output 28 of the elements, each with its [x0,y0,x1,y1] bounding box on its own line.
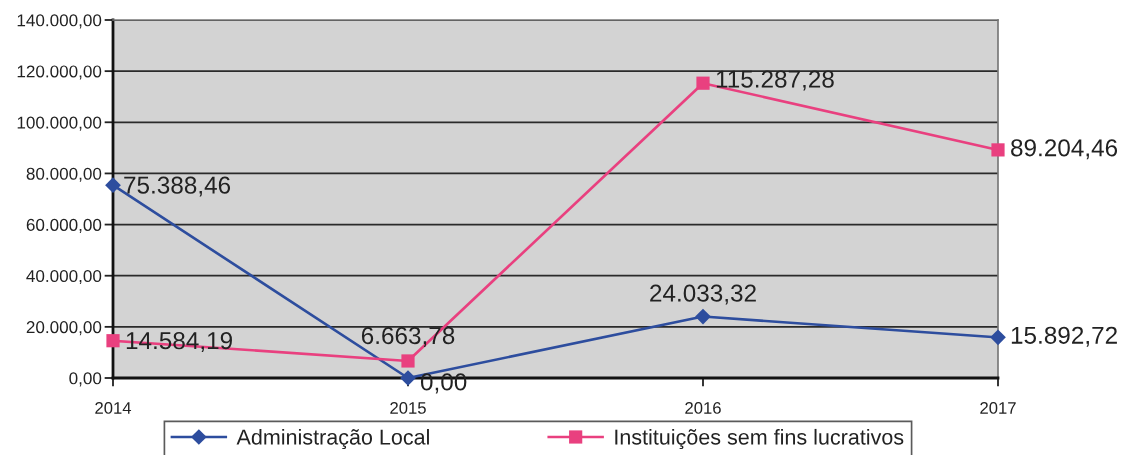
x-tick-label: 2015 [390,402,426,414]
point [400,370,416,386]
point [991,143,1005,157]
legend-label: Instituições sem fins lucrativos [615,428,904,450]
point [106,334,120,348]
data-label: 15.892,72 [1011,326,1117,347]
y-tick-label: 40.000,00 [26,269,102,285]
data-label: 115.287,28 [716,70,834,91]
point [696,76,710,90]
point [990,329,1006,346]
y-tick-label: 80.000,00 [26,167,102,182]
point [695,308,711,325]
x-tick-label: 2017 [980,402,1016,414]
point [401,354,415,368]
y-tick-label: 60.000,00 [26,218,102,233]
legend-label: Administração Local [236,428,429,450]
y-tick-label: 120.000,00 [17,65,102,80]
y-tick-label: 100.000,00 [17,116,102,131]
x-tick-label: 2016 [685,402,721,414]
y-tick-label: 140.000,00 [17,14,102,29]
data-label: 0,00 [420,373,467,394]
y-tick-label: 20.000,00 [26,321,102,336]
x-tick-label: 2014 [95,402,132,414]
y-tick-label: 0,00 [69,372,102,387]
data-label: 75.388,46 [124,176,231,197]
data-label: 24.033,32 [650,284,756,305]
point [105,177,121,194]
data-label: 89.204,46 [1011,139,1118,160]
